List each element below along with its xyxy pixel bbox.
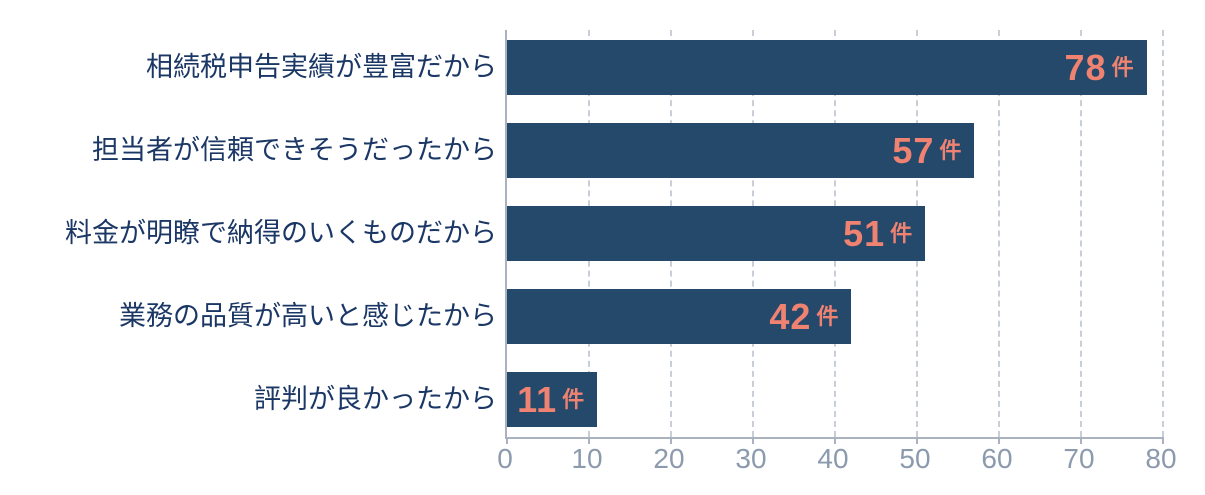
x-tick-label-20: 20 xyxy=(653,443,685,474)
bar-4: 11 件 xyxy=(507,372,598,427)
bar-value-unit: 件 xyxy=(816,303,839,329)
tick-mark-20 xyxy=(670,437,672,444)
bar-value: 42 xyxy=(769,295,812,337)
tick-mark-0 xyxy=(506,437,508,444)
bar-value: 51 xyxy=(843,212,886,254)
tick-mark-80 xyxy=(1162,437,1164,444)
x-tick-label-60: 60 xyxy=(981,443,1013,474)
tick-mark-40 xyxy=(834,437,836,444)
category-label-4: 評判が良かったから xyxy=(254,384,497,414)
tick-mark-60 xyxy=(998,437,1000,444)
bar-value: 57 xyxy=(892,129,935,171)
gridline-60 xyxy=(998,30,1000,437)
tick-mark-30 xyxy=(752,437,754,444)
category-label-1: 担当者が信頼できそうだったから xyxy=(92,135,497,165)
gridline-70 xyxy=(1080,30,1082,437)
bar-value-unit: 件 xyxy=(1111,54,1134,80)
x-tick-label-30: 30 xyxy=(735,443,767,474)
gridline-80 xyxy=(1162,30,1164,437)
tick-mark-70 xyxy=(1080,437,1082,444)
plot-area: 78 件 57 件 51 件 42 件 11 件 xyxy=(505,30,1164,444)
bar-2: 51 件 xyxy=(507,206,926,261)
x-tick-label-0: 0 xyxy=(497,443,513,474)
bar-value-unit: 件 xyxy=(939,137,962,163)
bar-3: 42 件 xyxy=(507,289,852,344)
bar-0: 78 件 xyxy=(507,40,1147,95)
x-tick-label-50: 50 xyxy=(899,443,931,474)
x-tick-label-70: 70 xyxy=(1063,443,1095,474)
bar-1: 57 件 xyxy=(507,123,975,178)
category-label-0: 相続税申告実績が豊富だから xyxy=(146,52,497,82)
tick-mark-10 xyxy=(588,437,590,444)
bar-value-unit: 件 xyxy=(562,386,585,412)
tick-mark-50 xyxy=(916,437,918,444)
category-label-3: 業務の品質が高いと感じたから xyxy=(119,301,497,331)
x-tick-label-40: 40 xyxy=(817,443,849,474)
x-tick-label-10: 10 xyxy=(571,443,603,474)
bar-value-unit: 件 xyxy=(890,220,913,246)
bar-value: 11 xyxy=(517,378,558,420)
category-label-2: 料金が明瞭で納得のいくものだから xyxy=(65,218,497,248)
bar-value: 78 xyxy=(1064,46,1107,88)
x-tick-label-80: 80 xyxy=(1145,443,1177,474)
